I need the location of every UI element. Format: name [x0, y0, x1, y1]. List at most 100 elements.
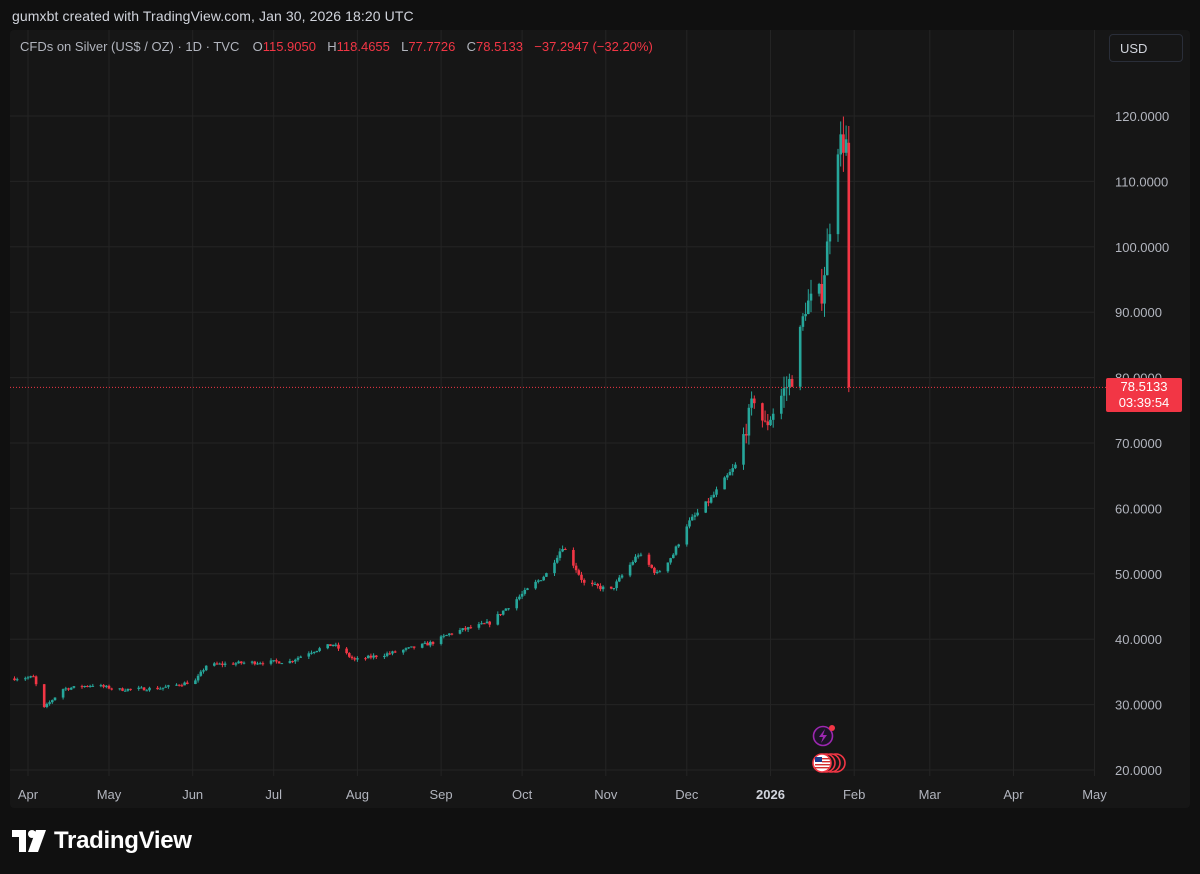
candle: [194, 678, 197, 685]
candle-body: [369, 655, 373, 658]
candle-body: [564, 548, 567, 550]
candle-body: [234, 663, 238, 665]
candle: [102, 684, 105, 689]
candle-body: [26, 677, 30, 679]
candle-body: [307, 653, 311, 657]
candle: [844, 125, 848, 156]
candle: [123, 688, 127, 692]
candle: [518, 594, 521, 601]
candle: [137, 685, 140, 691]
candle: [501, 610, 505, 616]
currency-button[interactable]: USD: [1109, 34, 1183, 62]
candle-body: [847, 142, 851, 388]
tradingview-logo-icon: [12, 830, 46, 852]
candle: [564, 547, 567, 551]
candle-body: [218, 663, 221, 665]
candle: [631, 560, 635, 566]
last-price-tag: 78.5133 03:39:54: [1106, 378, 1182, 412]
candle-body: [704, 501, 707, 513]
candle: [545, 572, 548, 577]
candle-body: [728, 471, 732, 476]
candle: [167, 684, 170, 689]
lightning-bolt-icon[interactable]: [812, 725, 836, 747]
candle-body: [707, 501, 710, 503]
time-tick-label: Nov: [594, 787, 618, 802]
candle-body: [375, 655, 378, 658]
candle-body: [177, 684, 181, 686]
candle-body: [542, 576, 545, 581]
time-axis[interactable]: Apr May Jun Jul Aug Sep Oct Nov Dec 2026 Feb Mar Apr…: [18, 787, 1107, 802]
candle: [51, 699, 54, 704]
candle-body: [750, 398, 753, 408]
candle-body: [507, 608, 510, 610]
open-value: 115.9050: [262, 39, 316, 54]
candle: [591, 580, 594, 587]
candle: [42, 683, 46, 708]
candle-body: [477, 624, 481, 628]
event-markers[interactable]: [812, 725, 846, 773]
candle-body: [107, 685, 111, 689]
candle: [788, 373, 791, 396]
candle-body: [99, 685, 103, 687]
candle: [140, 685, 143, 689]
candle-body: [709, 497, 713, 503]
candle: [771, 408, 775, 428]
candle-body: [67, 688, 70, 690]
candle-body: [64, 688, 68, 690]
candle: [277, 661, 281, 664]
candle-body: [431, 641, 435, 644]
candle-body: [655, 571, 659, 573]
candle: [307, 651, 311, 659]
candle: [29, 675, 32, 679]
time-tick-label: May: [97, 787, 122, 802]
candle: [64, 686, 68, 691]
candle: [110, 687, 113, 691]
candle-body: [677, 544, 680, 547]
candle: [88, 684, 92, 688]
candle: [842, 116, 845, 172]
high-value: 118.4655: [336, 39, 390, 54]
candle: [542, 575, 545, 581]
candle-body: [215, 663, 219, 665]
us-flag-icon[interactable]: [812, 753, 846, 773]
candle-body: [186, 682, 189, 685]
candle: [688, 517, 691, 529]
candle: [653, 566, 656, 576]
candle: [99, 683, 103, 688]
candle: [674, 545, 678, 556]
candle: [261, 661, 265, 666]
candle: [334, 642, 338, 647]
candle: [221, 661, 224, 668]
candle-body: [140, 687, 143, 689]
candle-body: [137, 687, 140, 689]
candle: [825, 228, 829, 276]
candle: [32, 674, 35, 678]
price-chart[interactable]: 20.0000 30.0000 40.0000 50.0000 60.0000 70.00…: [10, 30, 1190, 808]
candle-body: [194, 680, 197, 685]
candle-body: [631, 561, 635, 565]
candle: [364, 657, 367, 661]
price-tick-label: 120.0000: [1115, 109, 1169, 124]
candle: [353, 656, 356, 662]
price-tick-label: 60.0000: [1115, 501, 1162, 516]
candle: [45, 702, 49, 709]
candle: [572, 547, 575, 569]
candle-body: [488, 621, 491, 625]
candle: [712, 491, 716, 498]
candle-body: [836, 154, 840, 235]
tradingview-logo[interactable]: TradingView: [12, 826, 192, 856]
price-axis[interactable]: 20.0000 30.0000 40.0000 50.0000 60.0000 70.00…: [1115, 109, 1169, 778]
candle-body: [51, 700, 54, 703]
candle-body: [383, 655, 386, 658]
candle-body: [91, 685, 95, 687]
candle-body: [844, 139, 848, 153]
candle-body: [839, 134, 842, 155]
candle-body: [658, 571, 662, 573]
candle-body: [105, 685, 108, 687]
chart-panel[interactable]: 20.0000 30.0000 40.0000 50.0000 60.0000 70.00…: [10, 30, 1190, 808]
candle-body: [753, 398, 756, 404]
candle: [215, 661, 219, 665]
candle-body: [466, 627, 470, 630]
candle-body: [167, 685, 170, 687]
candle-body: [515, 599, 518, 609]
